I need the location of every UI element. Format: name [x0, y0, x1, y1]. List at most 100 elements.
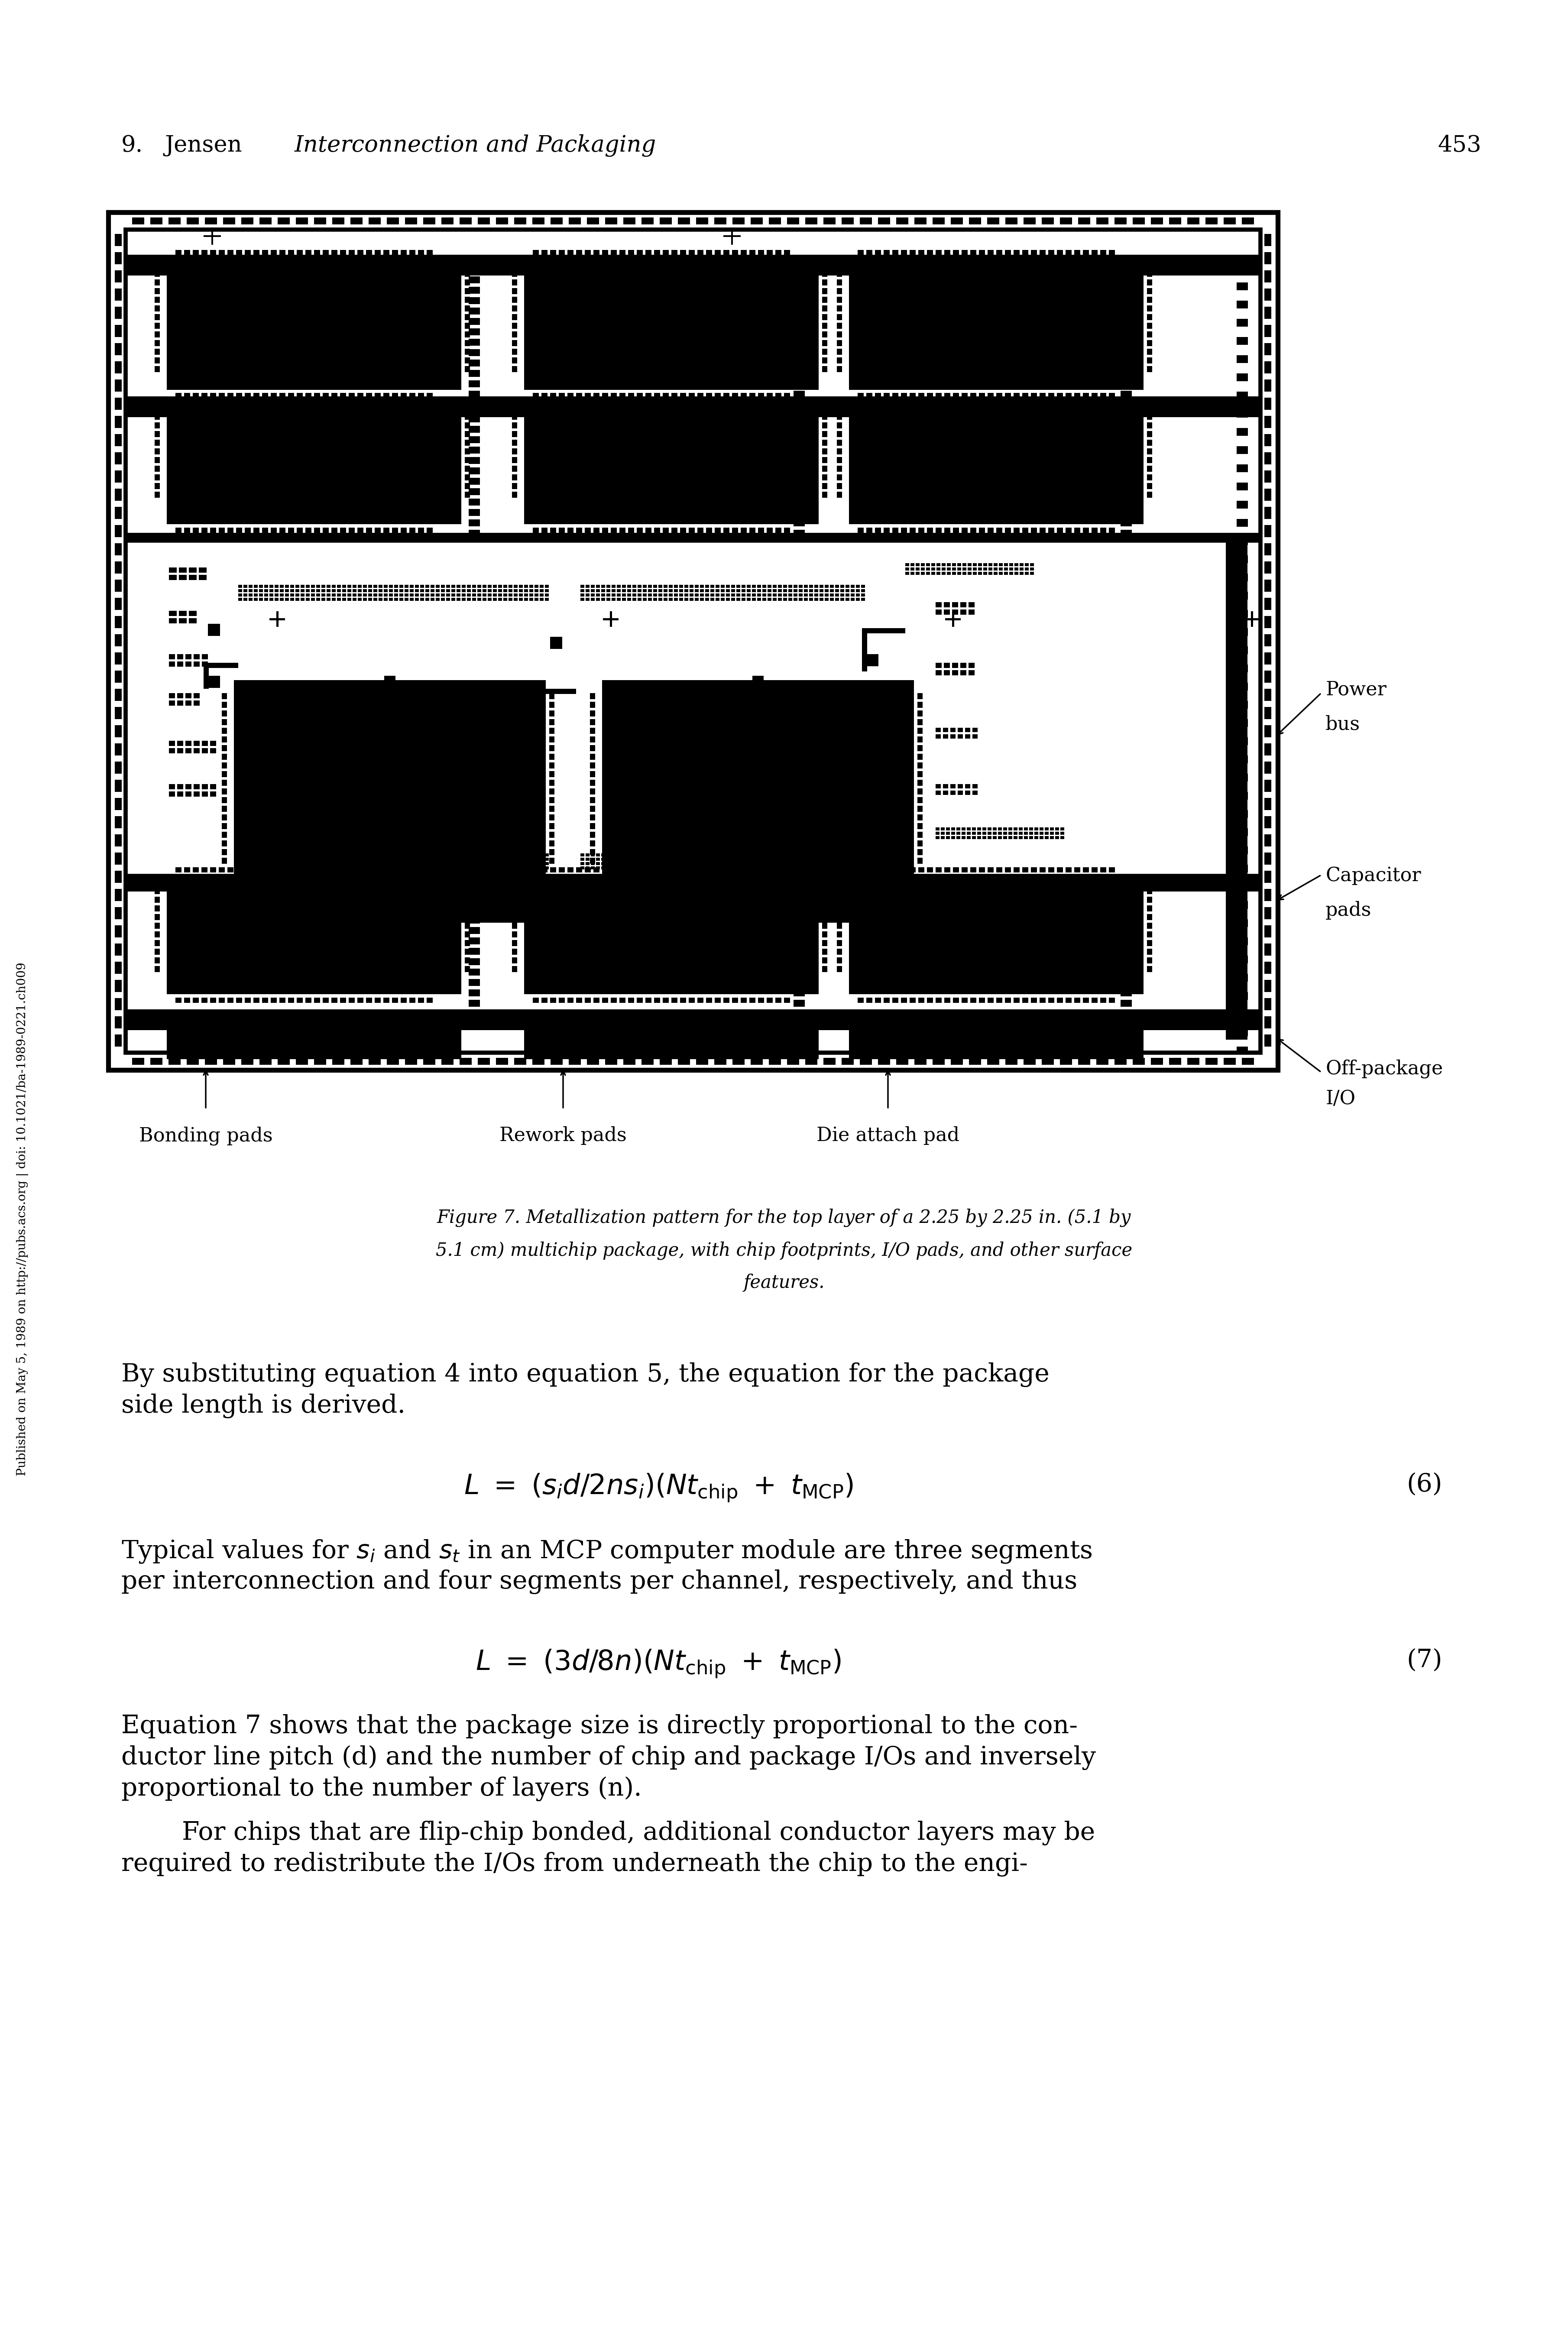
Bar — [274, 593, 279, 595]
Bar — [1146, 356, 1152, 363]
Bar — [961, 251, 967, 255]
Bar — [193, 999, 199, 1003]
Bar — [513, 349, 517, 354]
Bar — [1264, 1034, 1272, 1045]
Bar — [773, 598, 776, 600]
Bar — [1121, 380, 1132, 387]
Bar — [753, 863, 764, 870]
Bar — [706, 853, 709, 856]
Bar — [964, 785, 971, 788]
Bar — [348, 863, 351, 865]
Bar — [169, 661, 176, 666]
Bar — [1237, 537, 1248, 544]
Bar — [1146, 413, 1152, 420]
Bar — [1146, 305, 1152, 312]
Bar — [726, 598, 729, 600]
Bar — [400, 867, 403, 870]
Bar — [394, 858, 398, 860]
Bar — [469, 830, 480, 837]
Bar — [237, 394, 241, 398]
Bar — [314, 394, 320, 398]
Bar — [550, 394, 557, 398]
Bar — [306, 598, 310, 600]
Bar — [221, 694, 227, 699]
Bar — [409, 858, 414, 860]
Bar — [373, 598, 378, 600]
Bar — [199, 574, 207, 579]
Bar — [483, 584, 486, 588]
Bar — [478, 218, 489, 225]
Bar — [1121, 886, 1132, 893]
Bar — [648, 863, 652, 865]
Bar — [605, 218, 618, 225]
Bar — [695, 588, 699, 593]
Bar — [978, 572, 982, 574]
Bar — [958, 785, 963, 788]
Bar — [1101, 867, 1107, 872]
Bar — [221, 858, 227, 865]
Bar — [365, 867, 372, 872]
Bar — [988, 394, 994, 398]
Bar — [326, 867, 331, 870]
Bar — [607, 858, 610, 860]
Bar — [884, 527, 889, 532]
Bar — [806, 218, 817, 225]
Bar — [169, 748, 176, 752]
Bar — [533, 999, 539, 1003]
Bar — [350, 1057, 362, 1064]
Bar — [684, 863, 688, 865]
Bar — [513, 956, 517, 963]
Bar — [1121, 286, 1132, 293]
Bar — [306, 394, 312, 398]
Bar — [419, 394, 423, 398]
Bar — [296, 251, 303, 255]
Bar — [1057, 999, 1063, 1003]
Bar — [778, 593, 782, 595]
Bar — [967, 563, 972, 567]
Bar — [210, 394, 216, 398]
Bar — [936, 663, 942, 668]
Bar — [301, 853, 304, 856]
Bar — [814, 584, 818, 588]
Bar — [706, 867, 712, 872]
Bar — [753, 884, 764, 891]
Bar — [467, 867, 470, 870]
Bar — [436, 853, 439, 856]
Bar — [310, 853, 315, 856]
Bar — [887, 858, 891, 860]
Bar — [348, 527, 354, 532]
Bar — [695, 863, 699, 865]
Bar — [306, 527, 312, 532]
Bar — [383, 999, 389, 1003]
Bar — [936, 727, 941, 731]
Bar — [977, 837, 982, 839]
Bar — [464, 298, 470, 302]
Bar — [223, 1057, 235, 1064]
Bar — [590, 781, 596, 785]
Bar — [804, 867, 808, 870]
Bar — [401, 394, 406, 398]
Bar — [706, 251, 712, 255]
Bar — [798, 584, 803, 588]
Bar — [425, 863, 430, 865]
Bar — [695, 593, 699, 595]
Bar — [616, 584, 621, 588]
Bar — [279, 584, 284, 588]
Bar — [793, 427, 804, 434]
Bar — [585, 394, 591, 398]
Bar — [732, 394, 739, 398]
Bar — [185, 792, 191, 797]
Bar — [585, 867, 591, 872]
Bar — [441, 588, 445, 593]
Bar — [431, 853, 434, 856]
Bar — [262, 999, 268, 1003]
Bar — [964, 727, 971, 731]
Bar — [409, 588, 414, 593]
Bar — [917, 788, 922, 795]
Bar — [514, 853, 517, 856]
Bar — [514, 867, 517, 870]
Bar — [917, 736, 922, 743]
Bar — [464, 349, 470, 354]
Bar — [1040, 827, 1043, 830]
Bar — [1049, 867, 1054, 872]
